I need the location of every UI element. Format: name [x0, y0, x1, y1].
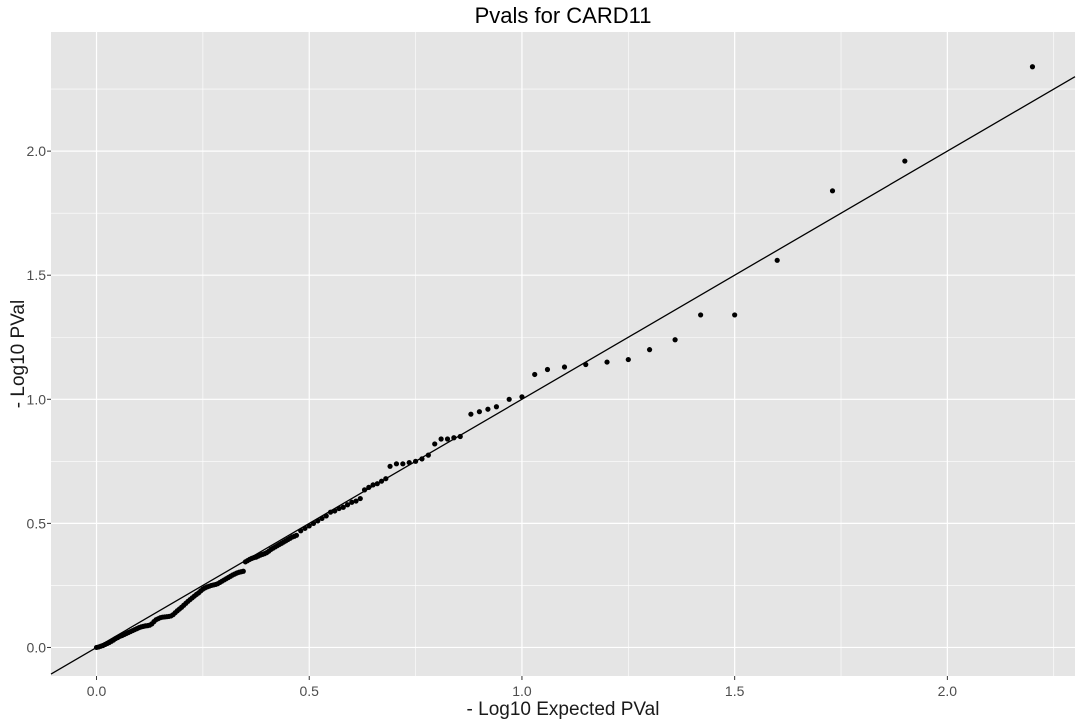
data-point	[544, 366, 551, 373]
data-point	[400, 461, 406, 467]
data-point	[361, 487, 368, 493]
data-point	[319, 515, 325, 522]
data-point	[383, 476, 389, 482]
x-tick-label: 0.0	[87, 683, 107, 699]
data-point	[349, 499, 355, 505]
data-point	[327, 509, 334, 515]
x-axis-title: - Log10 Expected PVal	[467, 699, 660, 720]
major-gridlines	[51, 32, 1075, 676]
data-point	[902, 158, 908, 164]
data-point	[240, 568, 246, 574]
data-point	[344, 502, 351, 508]
data-point	[425, 452, 431, 458]
data-point	[298, 528, 304, 534]
data-point	[532, 371, 538, 378]
minor-gridlines	[51, 32, 1075, 676]
data-point	[468, 411, 474, 417]
data-point	[302, 525, 308, 531]
chart-title: Pvals for CARD11	[475, 3, 652, 28]
data-point	[323, 513, 329, 519]
y-axis-title: - Log10 PVal	[8, 300, 29, 408]
y-tick-label: 2.0	[27, 143, 47, 159]
data-point	[332, 508, 338, 514]
data-points	[93, 64, 1036, 651]
data-point	[774, 257, 780, 263]
data-point	[353, 498, 359, 504]
data-point	[604, 359, 610, 365]
data-point	[672, 337, 678, 343]
data-point	[519, 394, 525, 400]
y-tick-label: 0.0	[27, 639, 47, 655]
data-point	[438, 436, 444, 442]
plot-panel	[51, 32, 1075, 676]
data-point	[646, 347, 653, 353]
x-tick-label: 1.0	[512, 683, 532, 699]
data-point	[451, 435, 457, 441]
data-point	[366, 484, 372, 490]
data-point	[485, 406, 491, 412]
y-tick-label: 0.5	[27, 515, 47, 531]
data-point	[493, 404, 500, 410]
data-point	[732, 312, 738, 318]
data-point	[374, 481, 380, 487]
data-point	[357, 495, 363, 502]
x-tick-label: 2.0	[938, 683, 958, 699]
data-point	[393, 461, 400, 467]
data-point	[336, 505, 342, 512]
x-axis-ticks: 0.0 0.5 1.0 1.5 2.0	[87, 676, 958, 699]
data-point	[1029, 64, 1036, 70]
data-point	[583, 361, 589, 368]
y-tick-label: 1.5	[27, 267, 47, 283]
identity-reference-line	[50, 76, 1076, 675]
data-point	[310, 520, 317, 526]
x-tick-label: 0.5	[299, 683, 319, 699]
data-point	[315, 518, 321, 524]
data-point	[829, 188, 836, 194]
data-point	[387, 463, 393, 469]
data-point	[457, 433, 463, 440]
data-point	[412, 458, 419, 464]
x-tick-label: 1.5	[725, 683, 745, 699]
data-point	[293, 532, 300, 538]
y-axis-ticks: 0.0 0.5 1.0 1.5 2.0	[27, 143, 51, 655]
data-point	[370, 482, 376, 488]
data-point	[444, 436, 451, 442]
data-point	[432, 441, 438, 447]
data-point	[340, 504, 346, 510]
data-point	[378, 478, 385, 484]
data-point	[561, 364, 568, 370]
data-point	[625, 356, 631, 363]
data-point	[506, 396, 512, 402]
data-point	[419, 456, 425, 462]
y-tick-label: 1.0	[27, 391, 47, 407]
data-point	[406, 459, 412, 466]
data-point	[698, 312, 704, 318]
data-point	[306, 523, 312, 529]
data-point	[476, 409, 483, 415]
